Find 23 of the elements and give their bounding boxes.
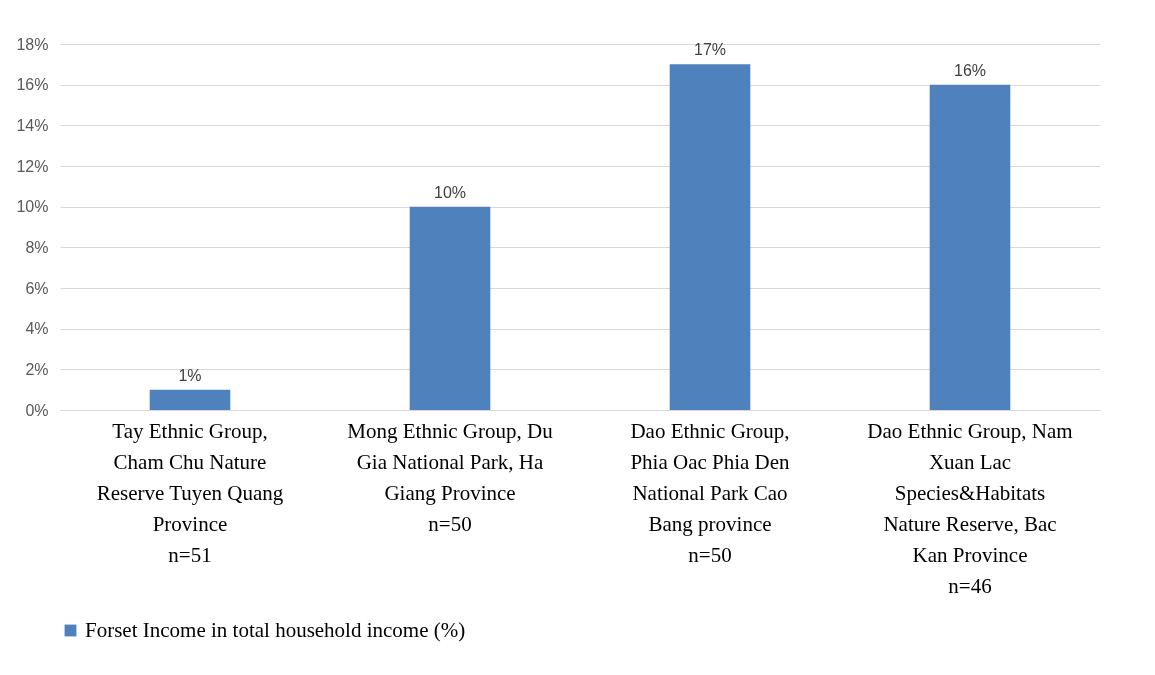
y-tick-label: 10%: [16, 198, 49, 216]
x-tick-label: Tay Ethnic Group, Cham Chu Nature Reserve Tuyen Quang Province n=51: [96, 418, 284, 567]
data-label: 17%: [693, 41, 727, 59]
y-tick-label: 0%: [25, 401, 49, 419]
data-label: 1%: [178, 366, 202, 384]
y-tick-label: 12%: [16, 157, 49, 175]
y-tick-label: 18%: [16, 35, 49, 53]
y-tick-label: 6%: [25, 279, 49, 297]
legend-label: Forset Income in total household income (%): [85, 617, 466, 642]
x-tick-label: Dao Ethnic Group, Nam Xuan Lac Species&Habitats Nature Reserve, Bac Kan Province n=46: [867, 418, 1073, 598]
bar: [409, 206, 491, 410]
x-tick-label: Mong Ethnic Group, Du Gia National Park, Ha Giang Province n=50: [347, 418, 554, 536]
y-tick-label: 4%: [25, 320, 49, 338]
y-tick-label: 2%: [25, 360, 49, 378]
data-label: 16%: [953, 61, 987, 79]
bar: [669, 64, 751, 410]
y-tick-label: 8%: [25, 238, 49, 256]
bar: [149, 389, 231, 410]
y-tick-label: 14%: [16, 116, 49, 134]
bar: [929, 84, 1011, 410]
x-tick-label: Dao Ethnic Group, Phia Oac Phia Den National Park Cao Bang province n=50: [630, 418, 791, 567]
y-tick-label: 16%: [16, 76, 49, 94]
data-label: 10%: [433, 183, 467, 201]
